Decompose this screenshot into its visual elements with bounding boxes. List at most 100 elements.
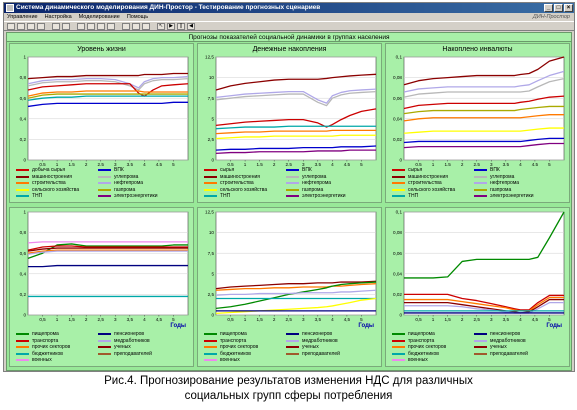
x-tick-label: 1 xyxy=(432,162,435,166)
legend-item: прочих секторов xyxy=(16,344,70,350)
chart-nakopleno-invalyuty-panel: Накоплено инвалюты 0,1 0,08 0,06 0,04 0,02 0 0,… xyxy=(385,43,570,203)
legend-item: нефтепрома xyxy=(98,180,143,186)
series-line-red xyxy=(404,293,564,311)
x-tick-label: 0,5 xyxy=(415,162,422,166)
maximize-button[interactable]: □ xyxy=(554,4,563,12)
x-tick-label: 2,5 xyxy=(286,162,293,166)
x-tick-label: 3 xyxy=(490,317,493,322)
print-icon[interactable] xyxy=(52,22,60,30)
legend-swatch xyxy=(474,352,487,355)
legend-item: машиностроения xyxy=(16,174,72,180)
chart-icon[interactable] xyxy=(97,22,105,30)
toolbar-separator xyxy=(152,23,155,30)
legend-item: пенсионеров xyxy=(98,331,144,337)
x-tick-label: 3,5 xyxy=(127,317,134,322)
legend-item: ВПК xyxy=(474,167,500,173)
x-tick-label: 2 xyxy=(85,162,88,166)
x-tick-label: 3 xyxy=(302,162,305,166)
settings-icon[interactable] xyxy=(77,22,85,30)
save-all-icon[interactable] xyxy=(37,22,45,30)
x-tick-label: 4,5 xyxy=(532,317,539,322)
legend-item: ТНП xyxy=(16,193,42,199)
x-tick-label: 1,5 xyxy=(256,317,263,322)
save-icon[interactable] xyxy=(27,22,35,30)
x-tick-label: 4,5 xyxy=(156,162,163,166)
chart-legend: сырья ВПК машиностроения углепрома строитель… xyxy=(198,167,383,203)
menu-pomosch[interactable]: Помощь xyxy=(126,14,149,20)
legend-item: транспорта xyxy=(16,338,58,344)
series-line-olive xyxy=(27,93,188,99)
legend-label: транспорта xyxy=(220,337,247,344)
series-line-pink xyxy=(27,241,188,244)
legend-item: преподавателей xyxy=(474,351,528,357)
new-file-icon[interactable] xyxy=(7,22,15,30)
x-tick-label: 4,5 xyxy=(156,317,163,322)
minimize-button[interactable]: _ xyxy=(544,4,553,12)
legend-label: сельского хозяйства xyxy=(32,186,80,193)
cursor-icon[interactable]: ↖ xyxy=(157,22,165,30)
series-line-darkred xyxy=(27,72,188,80)
x-tick-label: 4 xyxy=(143,162,146,166)
series-line-orange xyxy=(403,114,564,122)
legend-item: пенсионеров xyxy=(474,331,520,337)
menu-modelirovanie[interactable]: Моделирование xyxy=(78,14,120,20)
legend-swatch xyxy=(204,188,217,191)
series-line-darkred xyxy=(403,56,565,86)
legend-item: добыча сырья xyxy=(16,167,65,173)
legend-swatch xyxy=(392,188,405,191)
legend-swatch xyxy=(392,169,405,171)
x-axis-label: Годы xyxy=(546,323,562,329)
x-tick-label: 3 xyxy=(114,162,117,166)
legend-swatch xyxy=(98,182,111,185)
layout-icon[interactable] xyxy=(132,22,140,30)
y-tick-label: 0,08 xyxy=(393,230,402,235)
close-button[interactable]: × xyxy=(564,4,573,12)
x-tick-label: 1 xyxy=(432,317,435,322)
legend-label: ТНП xyxy=(32,193,43,200)
y-tick-label: 0,06 xyxy=(393,96,402,101)
legend-item: нефтепрома xyxy=(474,180,519,186)
pause-icon[interactable]: ∥ xyxy=(177,22,185,30)
legend-item: военных xyxy=(392,357,428,363)
play-icon[interactable]: ▶ xyxy=(167,22,175,30)
menu-nastroyka[interactable]: Настройка xyxy=(44,14,72,20)
y-tick-label: 0,04 xyxy=(393,116,402,121)
preview-icon[interactable] xyxy=(62,22,70,30)
grid-icon[interactable] xyxy=(107,22,115,30)
chart-legend: пищепрома пенсионеров транспорта медработни… xyxy=(10,331,195,367)
y-tick-label: 0,1 xyxy=(396,55,403,60)
menu-upravlenie[interactable]: Управление xyxy=(7,14,38,20)
x-tick-label: 1 xyxy=(244,317,247,322)
legend-swatch xyxy=(392,346,405,349)
legend-item: нефтепрома xyxy=(286,180,331,186)
window-icon[interactable] xyxy=(122,22,130,30)
y-tick-label: 5 xyxy=(211,116,214,121)
y-tick-label: 0 xyxy=(399,313,402,318)
legend-item: военных xyxy=(16,357,52,363)
y-tick-label: 7,5 xyxy=(208,96,215,101)
x-tick-label: 5 xyxy=(548,162,551,166)
caption-line-1: Рис.4. Прогнозирование результатов измен… xyxy=(104,375,473,387)
legend-item: газпрома xyxy=(474,187,511,193)
tile-icon[interactable] xyxy=(142,22,150,30)
x-tick-label: 3,5 xyxy=(503,162,510,166)
x-tick-label: 3 xyxy=(114,317,117,322)
table-icon[interactable] xyxy=(87,22,95,30)
x-tick-label: 1,5 xyxy=(256,162,263,166)
back-icon[interactable]: ◀ xyxy=(187,22,195,30)
legend-item: военных xyxy=(204,357,240,363)
legend-item: углепрома xyxy=(474,174,514,180)
y-tick-label: 0,1 xyxy=(396,210,403,215)
window-title: Система динамического моделирования ДИН-… xyxy=(16,4,321,11)
legend-label: строительства xyxy=(408,180,442,187)
chart-legend: добыча сырья ВПК машиностроения углепрома ст… xyxy=(10,167,195,203)
x-tick-label: 0,5 xyxy=(39,317,46,322)
legend-swatch xyxy=(286,182,299,185)
legend-item: строительства xyxy=(16,180,66,186)
open-folder-icon[interactable] xyxy=(17,22,25,30)
legend-item: ВПК xyxy=(286,167,312,173)
legend-swatch xyxy=(204,352,217,355)
x-tick-label: 5 xyxy=(548,317,551,322)
plot-area xyxy=(215,56,377,161)
